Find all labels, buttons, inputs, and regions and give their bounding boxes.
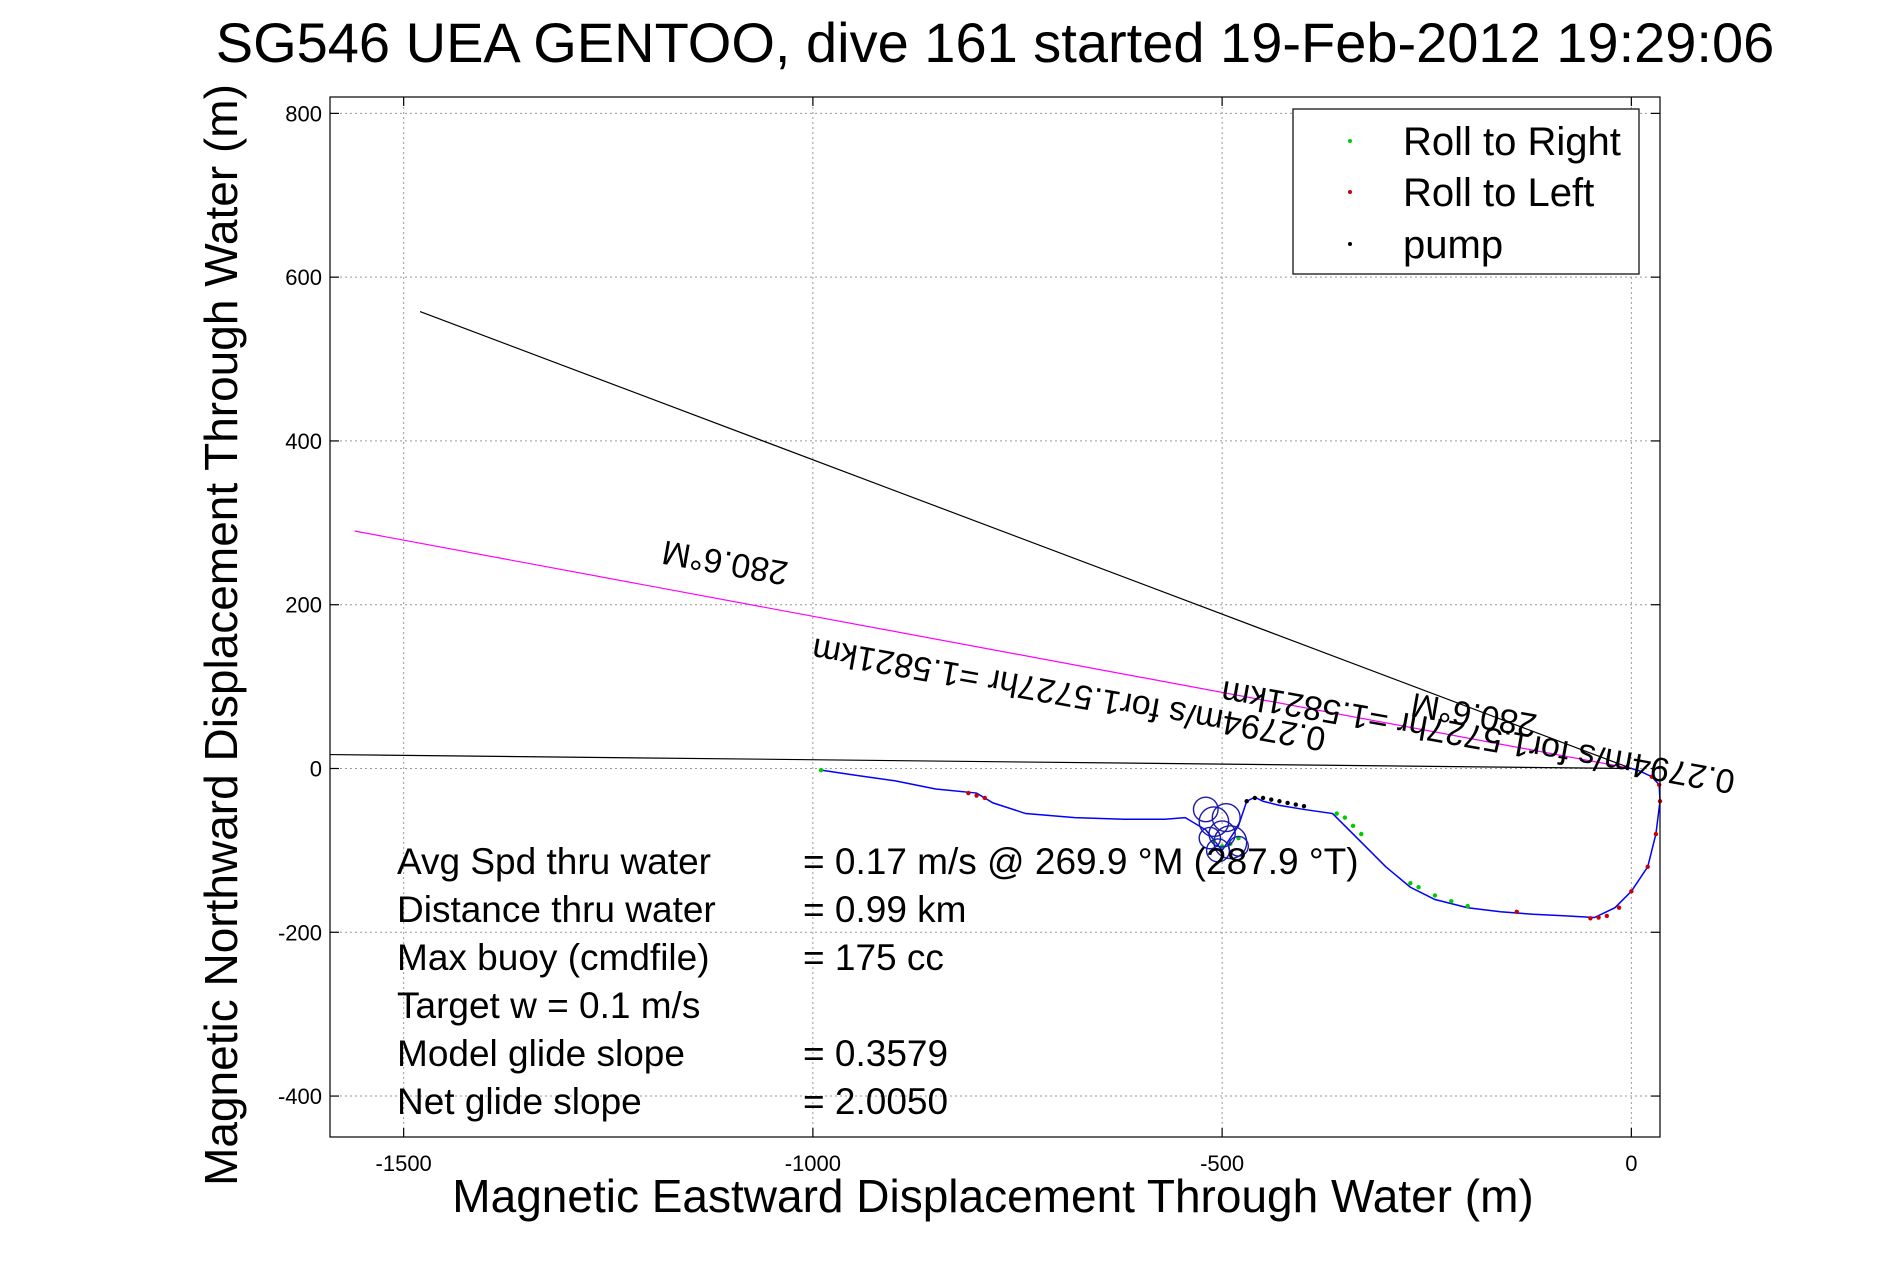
legend-marker-roll-right	[1348, 139, 1352, 143]
point-roll-to-left	[1588, 916, 1593, 921]
point-roll-to-left	[966, 790, 971, 796]
point-roll-to-left	[1604, 913, 1610, 919]
point-roll-to-right	[1408, 880, 1413, 886]
chart-title: SG546 UEA GENTOO, dive 161 started 19-Fe…	[216, 11, 1775, 74]
point-pump	[1252, 795, 1258, 801]
stat-label-target-w: Target w = 0.1 m/s	[397, 985, 700, 1026]
point-pump	[1285, 800, 1290, 806]
stat-label-distance: Distance thru water	[397, 889, 716, 930]
point-roll-to-right	[1449, 898, 1454, 904]
point-pump	[1260, 795, 1266, 801]
y-tick-label: -200	[278, 920, 322, 945]
x-tick-label: -1500	[376, 1151, 432, 1176]
x-axis-label: Magnetic Eastward Displacement Through W…	[452, 1170, 1533, 1222]
series-layer	[818, 767, 1663, 921]
point-pump	[1293, 802, 1298, 807]
grid-lines	[330, 97, 1660, 1137]
point-roll-to-right	[1416, 885, 1421, 890]
stat-value-max-buoy: = 175 cc	[803, 937, 944, 978]
stat-label-net-glide: Net glide slope	[397, 1081, 642, 1122]
point-pump	[1301, 803, 1307, 809]
reference-line-current-heading	[354, 530, 1632, 770]
legend-marker-roll-left	[1348, 190, 1352, 194]
x-tick-label: -1000	[785, 1151, 841, 1176]
y-tick-label: 0	[310, 756, 322, 781]
stats-block: Avg Spd thru water = 0.17 m/s @ 269.9 °M…	[397, 841, 1359, 1122]
point-pump	[1269, 797, 1274, 802]
legend-label-roll-right: Roll to Right	[1403, 120, 1621, 164]
point-roll-to-right	[1350, 823, 1356, 829]
point-roll-to-left	[1514, 909, 1519, 915]
stat-label-model-glide: Model glide slope	[397, 1033, 685, 1074]
track-loop	[1192, 796, 1219, 823]
point-roll-to-left	[1629, 889, 1634, 894]
point-roll-to-left	[982, 795, 987, 801]
stat-value-avg-speed: = 0.17 m/s @ 269.9 °M (287.9 °T)	[803, 841, 1359, 882]
track-loop	[1227, 835, 1250, 857]
legend-marker-pump	[1348, 242, 1352, 246]
legend-label-roll-left: Roll to Left	[1403, 171, 1594, 215]
point-roll-to-left	[1616, 905, 1622, 910]
point-roll-to-right	[1342, 815, 1348, 820]
point-pump	[1244, 799, 1249, 804]
stat-value-distance: = 0.99 km	[803, 889, 967, 930]
track-loop	[1211, 803, 1241, 833]
point-roll-to-right	[1432, 893, 1438, 898]
reference-line-eastward-baseline	[329, 753, 1632, 770]
y-tick-label: -400	[278, 1084, 322, 1109]
x-tick-label: -500	[1200, 1151, 1244, 1176]
point-roll-to-right	[818, 767, 824, 773]
x-tick-label: 0	[1625, 1151, 1637, 1176]
track-loop	[1208, 820, 1236, 848]
series-track	[820, 767, 1661, 919]
point-roll-to-right	[1465, 903, 1470, 909]
y-ticks: -400 -200 0 200 400 600 800	[278, 101, 1660, 1109]
point-roll-to-right	[1359, 831, 1364, 837]
reference-lines	[329, 310, 1632, 770]
plot-frame	[329, 96, 1661, 1138]
track-loop	[1198, 806, 1230, 838]
stat-value-net-glide: = 2.0050	[803, 1081, 948, 1122]
reference-line-heading-to-waypoint	[419, 310, 1632, 770]
y-tick-label: 600	[285, 265, 322, 290]
legend-label-pump: pump	[1403, 223, 1503, 267]
point-roll-to-left	[1596, 915, 1601, 920]
point-roll-to-left	[1649, 774, 1655, 779]
point-roll-to-left	[974, 793, 979, 798]
y-tick-label: 400	[285, 429, 322, 454]
y-tick-label: 800	[285, 101, 322, 126]
stat-value-model-glide: = 0.3579	[803, 1033, 948, 1074]
track-loop	[1198, 826, 1222, 850]
point-roll-to-right	[1334, 811, 1339, 816]
y-tick-label: 200	[285, 593, 322, 618]
stat-label-max-buoy: Max buoy (cmdfile)	[397, 937, 710, 978]
x-ticks: -1500 -1000 -500 0	[376, 97, 1637, 1176]
point-roll-to-left	[1653, 831, 1659, 837]
y-axis-label: Magnetic Northward Displacement Through …	[195, 84, 247, 1186]
point-roll-to-left	[1645, 864, 1650, 869]
point-pump	[1277, 799, 1282, 804]
legend: Roll to Right Roll to Left pump	[1292, 108, 1640, 275]
stat-label-avg-speed: Avg Spd thru water	[397, 841, 711, 882]
